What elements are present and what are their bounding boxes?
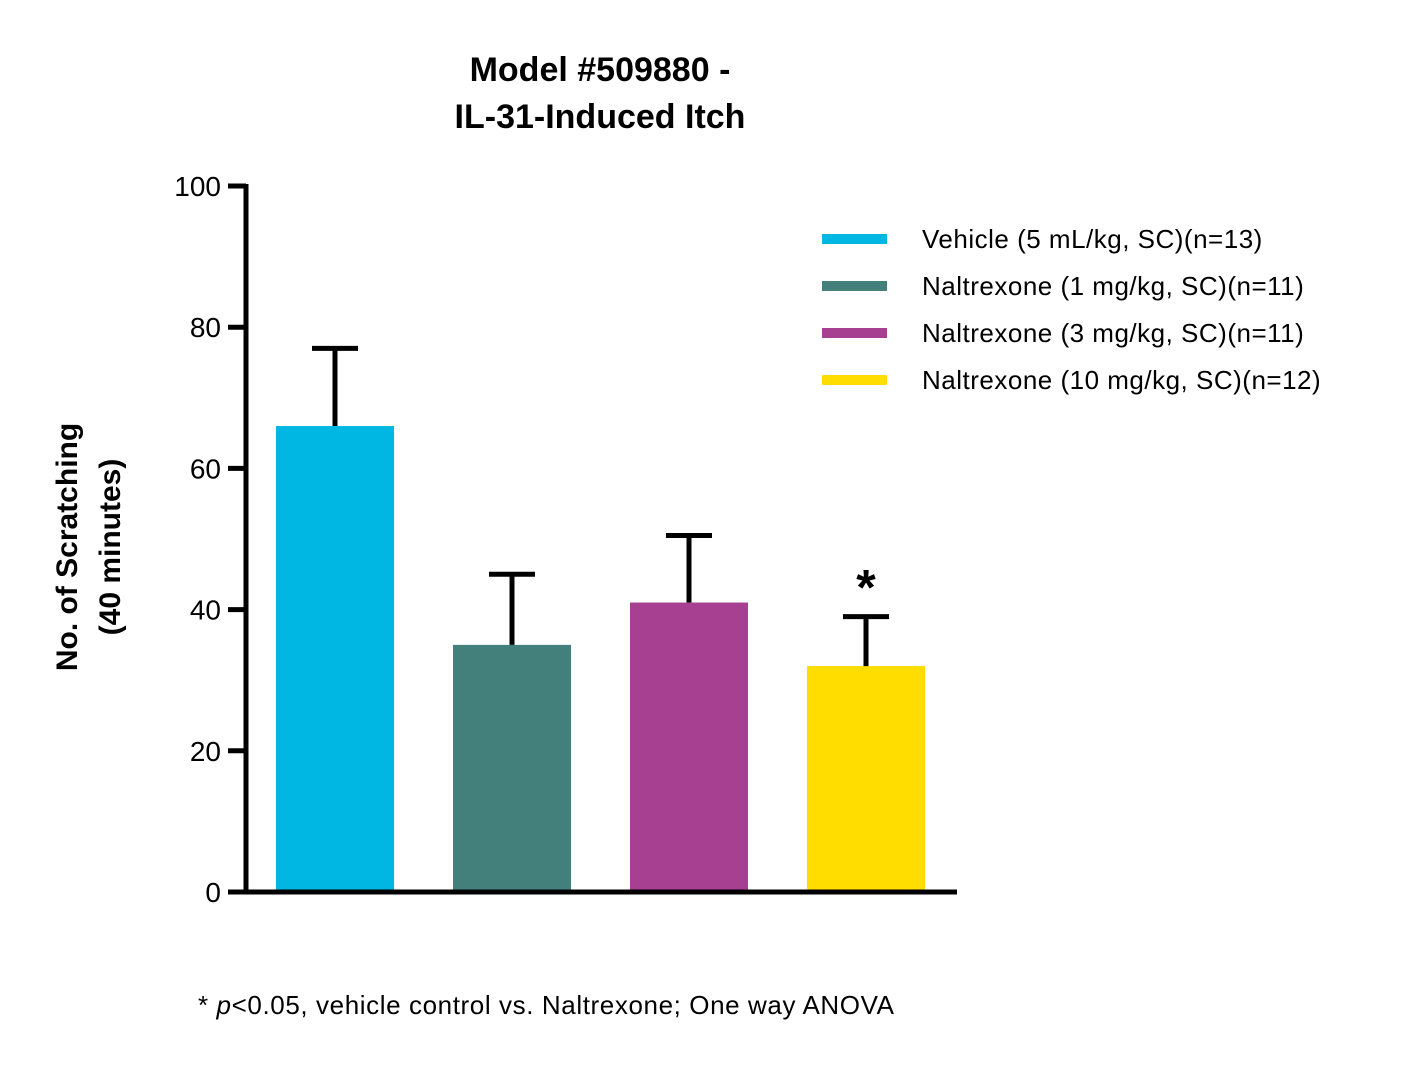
y-tick-label-0: 0 bbox=[205, 877, 221, 908]
footnote-p-value-symbol: p bbox=[216, 990, 232, 1020]
y-tick-label-20: 20 bbox=[190, 736, 221, 767]
legend-label-1: Vehicle (5 mL/kg, SC)(n=13) bbox=[922, 224, 1263, 254]
legend-swatch-3 bbox=[822, 328, 887, 338]
plot-area: * 0 20 40 60 80 100 bbox=[174, 171, 957, 908]
legend-label-2: Naltrexone (1 mg/kg, SC)(n=11) bbox=[922, 271, 1304, 301]
y-axis-label: No. of Scratching (40 minutes) bbox=[51, 423, 127, 671]
legend-swatch-4 bbox=[822, 375, 887, 385]
bar-2 bbox=[453, 644, 571, 892]
bar-1 bbox=[276, 426, 394, 892]
footnote: * p<0.05, vehicle control vs. Naltrexone… bbox=[198, 990, 895, 1020]
chart-title-line-1: Model #509880 - bbox=[470, 51, 731, 89]
footnote-text: <0.05, vehicle control vs. Naltrexone; O… bbox=[232, 990, 895, 1020]
bar-3 bbox=[630, 602, 748, 892]
bar-4 bbox=[807, 666, 925, 892]
y-tick-label-40: 40 bbox=[190, 595, 221, 626]
legend-label-3: Naltrexone (3 mg/kg, SC)(n=11) bbox=[922, 318, 1304, 348]
legend: Vehicle (5 mL/kg, SC)(n=13) Naltrexone (1… bbox=[822, 224, 1321, 395]
y-tick-label-80: 80 bbox=[190, 312, 221, 343]
y-tick-label-100: 100 bbox=[174, 171, 221, 202]
footnote-prefix: * bbox=[198, 990, 217, 1020]
chart-title-line-2: IL-31-Induced Itch bbox=[455, 98, 746, 136]
legend-swatch-2 bbox=[822, 281, 887, 291]
y-axis-label-line-1: No. of Scratching bbox=[51, 423, 84, 671]
chart-title: Model #509880 - IL-31-Induced Itch bbox=[455, 51, 746, 136]
legend-swatch-1 bbox=[822, 234, 887, 244]
y-tick-label-60: 60 bbox=[190, 453, 221, 484]
legend-label-4: Naltrexone (10 mg/kg, SC)(n=12) bbox=[922, 365, 1321, 395]
y-axis-label-line-2: (40 minutes) bbox=[94, 459, 127, 636]
significance-marker: * bbox=[856, 560, 876, 616]
